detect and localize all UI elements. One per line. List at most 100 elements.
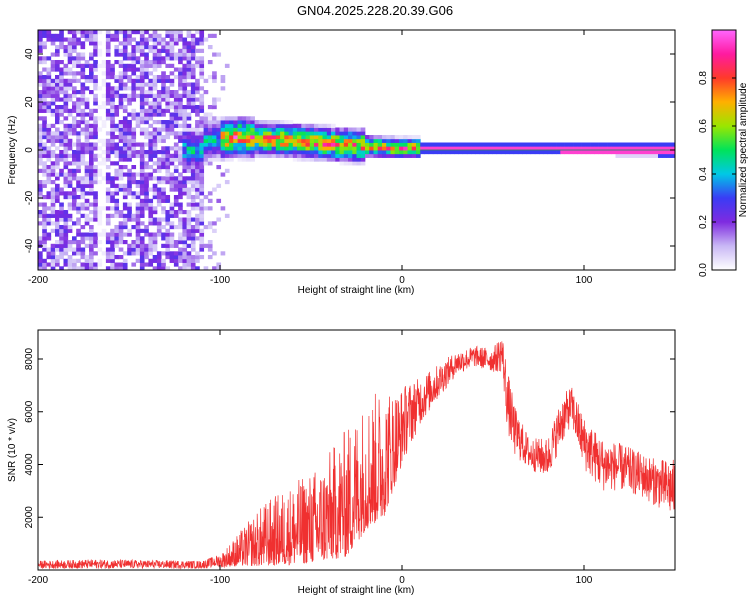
heatmap-cell: [382, 153, 387, 158]
heatmap-cell: [139, 60, 145, 65]
heatmap-cell: [152, 127, 158, 132]
heatmap-cell: [55, 243, 60, 248]
heatmap-cell: [190, 86, 196, 91]
heatmap-cell: [55, 157, 60, 162]
heatmap-cell: [301, 127, 306, 132]
heatmap-cell: [233, 153, 238, 158]
heatmap-cell: [114, 45, 120, 50]
heatmap-cell: [46, 30, 52, 35]
heatmap-cell: [416, 150, 421, 155]
heatmap-cell: [84, 198, 90, 203]
heatmap-cell: [212, 251, 217, 256]
heatmap-cell: [67, 255, 73, 260]
heatmap-cell: [662, 142, 667, 147]
heatmap-cell: [615, 150, 621, 155]
heatmap-cell: [390, 146, 396, 151]
heatmap-cell: [611, 146, 616, 151]
heatmap-cell: [105, 213, 111, 218]
heatmap-cell: [348, 127, 353, 132]
heatmap-cell: [241, 157, 247, 162]
heatmap-cell: [297, 146, 302, 151]
heatmap-cell: [407, 138, 413, 143]
heatmap-cell: [156, 176, 162, 181]
heatmap-cell: [199, 138, 205, 143]
heatmap-cell: [127, 146, 132, 151]
heatmap-cell: [203, 146, 209, 151]
heatmap-cell: [301, 135, 306, 140]
heatmap-cell: [144, 56, 149, 61]
heatmap-cell: [207, 146, 213, 151]
heatmap-cell: [46, 255, 52, 260]
heatmap-cell: [258, 150, 264, 155]
heatmap-cell: [152, 105, 158, 110]
heatmap-cell: [628, 142, 633, 147]
heatmap-cell: [93, 52, 98, 57]
heatmap-cell: [148, 217, 154, 222]
heatmap-cell: [152, 191, 158, 196]
heatmap-cell: [318, 138, 323, 143]
heatmap-cell: [131, 191, 137, 196]
heatmap-cell: [449, 150, 455, 155]
heatmap-cell: [186, 217, 192, 222]
heatmap-cell: [173, 243, 179, 248]
heatmap-cell: [139, 210, 145, 215]
heatmap-cell: [182, 255, 188, 260]
heatmap-cell: [437, 146, 442, 151]
heatmap-cell: [156, 168, 162, 173]
heatmap-cell: [144, 142, 149, 147]
heatmap-cell: [505, 150, 510, 155]
heatmap-cell: [67, 153, 73, 158]
heatmap-cell: [139, 120, 145, 125]
heatmap-cell: [636, 153, 642, 158]
heatmap-cell: [93, 142, 98, 147]
heatmap-cell: [195, 191, 200, 196]
heatmap-cell: [186, 262, 192, 267]
heatmap-cell: [55, 262, 60, 267]
heatmap-cell: [365, 146, 370, 151]
heatmap-cell: [122, 127, 128, 132]
heatmap-cell: [122, 52, 128, 57]
heatmap-cell: [148, 135, 154, 140]
heatmap-cell: [377, 142, 383, 147]
heatmap-cell: [50, 33, 56, 38]
heatmap-cell: [114, 90, 120, 95]
heatmap-cell: [76, 41, 81, 46]
heatmap-cell: [203, 206, 209, 211]
heatmap-cell: [203, 243, 209, 248]
heatmap-cell: [63, 146, 69, 151]
heatmap-cell: [186, 168, 192, 173]
colorbar-tick-label: 0.4: [698, 167, 709, 181]
heatmap-cell: [250, 131, 255, 136]
heatmap-cell: [131, 131, 137, 136]
heatmap-cell: [139, 266, 145, 270]
heatmap-cell: [101, 78, 107, 83]
heatmap-cell: [352, 153, 357, 158]
heatmap-cell: [105, 93, 111, 98]
heatmap-cell: [190, 105, 196, 110]
heatmap-cell: [220, 131, 226, 136]
y-tick-label: 20: [24, 96, 35, 108]
heatmap-cell: [263, 150, 268, 155]
heatmap-cell: [84, 172, 90, 177]
heatmap-cell: [169, 71, 175, 76]
heatmap-cell: [148, 78, 154, 83]
heatmap-cell: [80, 90, 86, 95]
heatmap-cell: [203, 37, 209, 42]
heatmap-cell: [322, 157, 328, 162]
heatmap-cell: [568, 146, 574, 151]
heatmap-cell: [178, 210, 183, 215]
heatmap-cell: [144, 90, 149, 95]
heatmap-cell: [114, 225, 120, 230]
heatmap-cell: [207, 255, 213, 260]
heatmap-cell: [72, 187, 77, 192]
heatmap-cell: [199, 30, 205, 35]
heatmap-cell: [72, 75, 77, 80]
heatmap-cell: [169, 258, 175, 263]
heatmap-cell: [178, 93, 183, 98]
heatmap-cell: [84, 33, 90, 38]
heatmap-cell: [84, 112, 90, 117]
heatmap-cell: [55, 67, 60, 72]
heatmap-cell: [110, 243, 115, 248]
heatmap-cell: [178, 67, 183, 72]
heatmap-cell: [101, 176, 107, 181]
